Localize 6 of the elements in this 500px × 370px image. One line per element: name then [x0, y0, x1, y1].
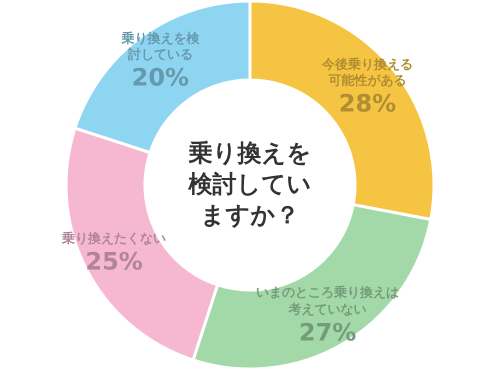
slice-label: いまのところ乗り換えは考えていない: [255, 286, 400, 318]
data-label: 27%: [298, 318, 358, 347]
data-label: 25%: [84, 248, 144, 277]
data-label: 20%: [130, 63, 190, 92]
text: 乗り換えを検討していますか？: [188, 138, 312, 232]
data-label: 28%: [338, 90, 398, 118]
